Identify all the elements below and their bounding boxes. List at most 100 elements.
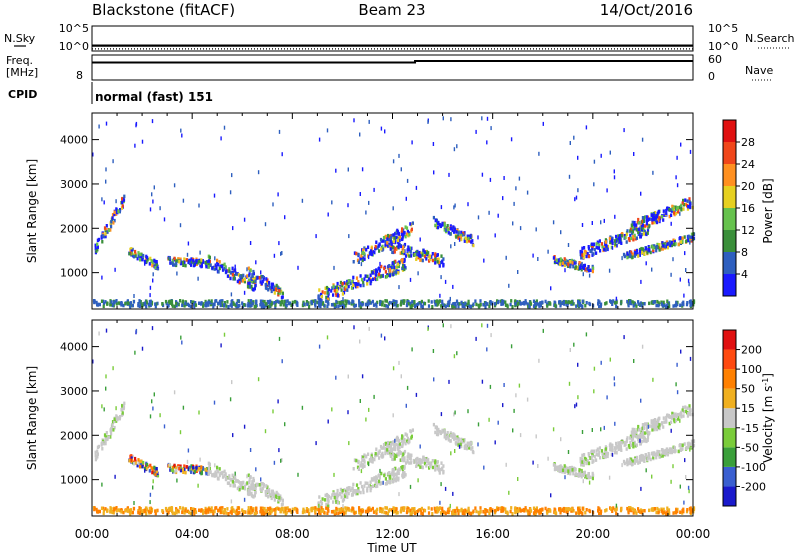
echo-cell: [437, 468, 440, 472]
echo-cell: [390, 244, 394, 249]
echo-cell: [224, 265, 227, 269]
echo-cell: [112, 428, 115, 432]
echo-cell: [633, 254, 637, 258]
echo-cell: [207, 461, 210, 466]
echo-cell: [606, 244, 610, 249]
echo-cell: [97, 237, 100, 242]
echo-cell: [622, 459, 626, 464]
echo-cell: [680, 415, 683, 419]
echo-cell: [315, 441, 317, 446]
echo-cell: [183, 464, 186, 468]
echo-cell: [310, 301, 313, 305]
echo-cell: [564, 261, 567, 265]
echo-cell: [427, 119, 429, 124]
echo-cell: [460, 300, 463, 305]
echo-cell: [198, 508, 201, 512]
echo-cell: [342, 304, 345, 309]
echo-cell: [361, 374, 364, 379]
echo-cell: [564, 468, 567, 472]
echo-cell: [115, 406, 117, 411]
echo-cell: [489, 507, 492, 511]
echo-cell: [583, 456, 586, 461]
echo-cell: [168, 506, 171, 511]
echo-cell: [587, 472, 590, 476]
echo-cell: [609, 150, 611, 155]
echo-cell: [436, 510, 439, 514]
echo-cell: [672, 257, 674, 262]
echo-cell: [270, 507, 273, 512]
echo-cell: [609, 240, 612, 244]
echo-cell: [281, 251, 283, 255]
echo-cell: [294, 507, 297, 511]
echo-cell: [173, 263, 176, 267]
echo-cell: [511, 305, 514, 309]
echo-cell: [235, 508, 238, 513]
echo-cell: [672, 414, 675, 418]
echo-cell: [387, 440, 390, 445]
echo-cell: [101, 275, 103, 280]
echo-cell: [641, 423, 644, 427]
echo-cell: [546, 511, 549, 515]
noise-left-tick-bottom: 10^0: [59, 40, 89, 53]
echo-cell: [318, 503, 320, 508]
echo-cell: [573, 261, 576, 265]
echo-cell: [113, 508, 116, 512]
echo-cell: [188, 465, 191, 470]
echo-cell: [136, 256, 139, 261]
echo-cell: [156, 266, 160, 271]
echo-cell: [399, 458, 402, 462]
echo-cell: [94, 454, 97, 458]
echo-cell: [606, 247, 609, 252]
echo-cell: [220, 343, 222, 348]
echo-cell: [600, 509, 603, 513]
echo-cell: [287, 301, 290, 306]
echo-cell: [326, 511, 329, 515]
echo-cell: [446, 303, 449, 308]
echo-cell: [419, 258, 422, 262]
echo-cell: [458, 237, 461, 242]
echo-cell: [291, 507, 294, 512]
echo-cell: [241, 301, 244, 305]
echo-cell: [581, 430, 584, 434]
echo-cell: [190, 507, 193, 511]
echo-cell: [112, 366, 114, 371]
echo-cell: [446, 510, 449, 515]
echo-cell: [352, 467, 355, 471]
echo-cell: [444, 304, 447, 309]
noise-left-tick-top: 10^5: [59, 22, 89, 35]
echo-cell: [584, 511, 587, 515]
echo-cell: [152, 479, 154, 484]
echo-cell: [514, 509, 517, 513]
echo-cell: [673, 447, 676, 451]
echo-cell: [326, 300, 330, 304]
echo-cell: [689, 240, 691, 245]
echo-cell: [581, 261, 583, 266]
echo-cell: [598, 239, 601, 243]
echo-cell: [326, 128, 329, 133]
echo-cell: [554, 510, 557, 515]
echo-cell: [676, 209, 679, 213]
echo-cell: [652, 455, 655, 460]
echo-cell: [614, 301, 617, 305]
echo-cell: [330, 510, 334, 514]
echo-cell: [301, 303, 304, 308]
echo-cell: [593, 242, 596, 246]
echo-cell: [271, 492, 274, 497]
echo-cell: [649, 250, 652, 255]
echo-cell: [333, 472, 335, 477]
echo-cell: [339, 280, 342, 285]
echo-cell: [436, 303, 439, 307]
echo-cell: [406, 455, 409, 459]
echo-cell: [595, 242, 598, 246]
echo-cell: [651, 221, 654, 225]
echo-cell: [371, 250, 374, 254]
echo-cell: [403, 259, 406, 264]
echo-cell: [620, 441, 623, 445]
echo-cell: [339, 508, 342, 512]
echo-cell: [273, 301, 276, 305]
echo-cell: [390, 265, 393, 270]
echo-cell: [637, 302, 640, 306]
echo-cell: [175, 468, 178, 473]
echo-cell: [372, 510, 376, 514]
echo-cell: [331, 407, 333, 412]
